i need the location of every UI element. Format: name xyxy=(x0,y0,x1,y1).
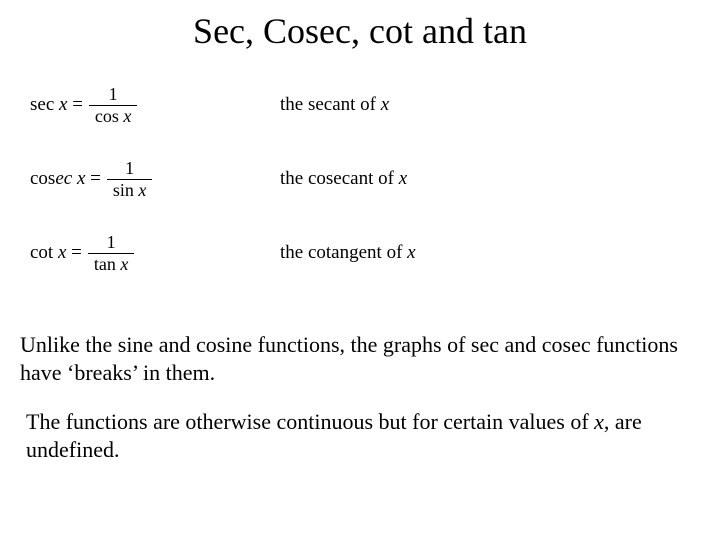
equation-sec: sec x = 1 cos x xyxy=(30,85,240,126)
sec-desc-text: the secant of xyxy=(280,94,381,115)
cot-den-var: x xyxy=(120,254,128,274)
cosec-denominator: sin x xyxy=(107,179,153,200)
sec-denominator: cos x xyxy=(89,105,138,126)
cosec-fraction: 1 sin x xyxy=(107,159,153,200)
slide: Sec, Cosec, cot and tan sec x = 1 cos x … xyxy=(0,0,720,540)
slide-title: Sec, Cosec, cot and tan xyxy=(20,10,700,52)
sec-fraction: 1 cos x xyxy=(89,85,138,126)
cosec-lhs-ec: ec xyxy=(55,168,72,189)
cot-eq-sign: = xyxy=(66,242,81,263)
cosec-description: the cosecant of x xyxy=(280,168,407,190)
cosec-lhs-cos: cos xyxy=(30,168,55,189)
sec-eq-sign: = xyxy=(67,94,82,115)
cot-den-func: tan xyxy=(94,254,116,274)
sec-desc-var: x xyxy=(381,94,389,115)
cosec-desc-var: x xyxy=(399,168,407,189)
cot-desc-var: x xyxy=(407,242,415,263)
sec-lhs: sec x = xyxy=(30,94,83,116)
paragraph-2-var: x xyxy=(594,409,604,434)
sec-den-var: x xyxy=(123,106,131,126)
sec-numerator: 1 xyxy=(103,85,124,105)
cot-description: the cotangent of x xyxy=(280,242,416,264)
cosec-numerator: 1 xyxy=(119,159,140,179)
cosec-desc-text: the cosecant of xyxy=(280,168,399,189)
cosec-eq-sign: = xyxy=(85,168,100,189)
cosec-den-var: x xyxy=(138,180,146,200)
paragraph-2a: The functions are otherwise continuous b… xyxy=(26,409,594,434)
cot-numerator: 1 xyxy=(101,233,122,253)
cot-denominator: tan x xyxy=(88,253,135,274)
sec-description: the secant of x xyxy=(280,94,389,116)
cot-desc-text: the cotangent of xyxy=(280,242,407,263)
equation-row-cosec: cosec x = 1 sin x the cosecant of x xyxy=(30,151,700,207)
paragraph-1: Unlike the sine and cosine functions, th… xyxy=(20,331,700,386)
cosec-lhs: cosec x = xyxy=(30,168,101,190)
cot-fraction: 1 tan x xyxy=(88,233,135,274)
cot-lhs: cot x = xyxy=(30,242,82,264)
cosec-den-func: sin xyxy=(113,180,134,200)
paragraph-2: The functions are otherwise continuous b… xyxy=(26,408,700,463)
equation-row-cot: cot x = 1 tan x the cotangent of x xyxy=(30,225,700,281)
cot-lhs-name: cot xyxy=(30,242,53,263)
equation-cot: cot x = 1 tan x xyxy=(30,233,240,274)
sec-den-func: cos xyxy=(95,106,119,126)
equation-row-sec: sec x = 1 cos x the secant of x xyxy=(30,77,700,133)
equation-cosec: cosec x = 1 sin x xyxy=(30,159,240,200)
equations-block: sec x = 1 cos x the secant of x cosec x … xyxy=(30,77,700,281)
sec-lhs-name: sec xyxy=(30,94,54,115)
body-text: Unlike the sine and cosine functions, th… xyxy=(20,331,700,463)
